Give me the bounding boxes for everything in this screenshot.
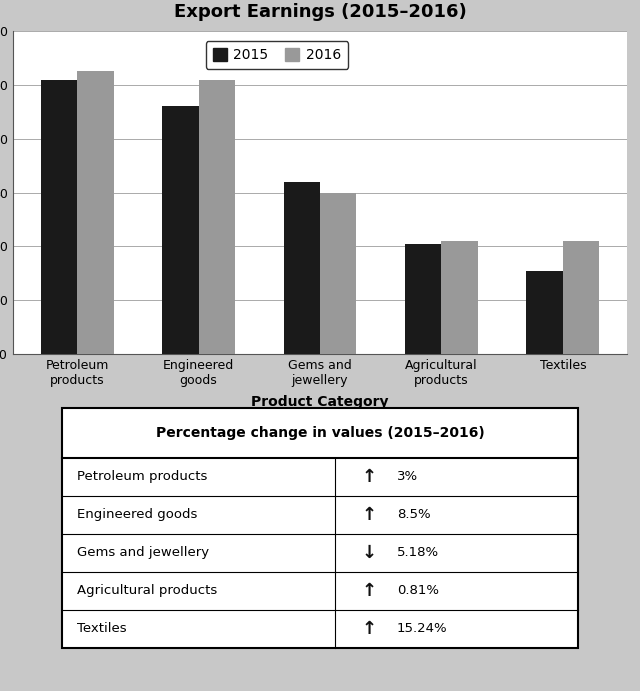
Text: Gems and jewellery: Gems and jewellery <box>77 547 209 560</box>
Text: 5.18%: 5.18% <box>397 547 439 560</box>
Bar <box>442 241 478 408</box>
Bar <box>320 193 356 408</box>
Title: Export Earnings (2015–2016): Export Earnings (2015–2016) <box>173 3 467 21</box>
Bar <box>162 106 198 408</box>
Text: Engineered goods: Engineered goods <box>77 509 198 522</box>
Text: Percentage change in values (2015–2016): Percentage change in values (2015–2016) <box>156 426 484 440</box>
Text: ↑: ↑ <box>362 582 377 600</box>
Text: ↑: ↑ <box>362 506 377 524</box>
Legend: 2015, 2016: 2015, 2016 <box>205 41 348 69</box>
Text: Agricultural products: Agricultural products <box>77 585 218 598</box>
Text: 15.24%: 15.24% <box>397 623 447 636</box>
Bar <box>41 79 77 408</box>
Bar <box>284 182 320 408</box>
Text: 3%: 3% <box>397 471 418 484</box>
Text: 0.81%: 0.81% <box>397 585 439 598</box>
Text: 8.5%: 8.5% <box>397 509 431 522</box>
Text: ↑: ↑ <box>362 620 377 638</box>
Text: ↑: ↑ <box>362 468 377 486</box>
Bar <box>62 408 578 648</box>
Bar <box>527 271 563 408</box>
Bar <box>198 79 235 408</box>
Text: Textiles: Textiles <box>77 623 127 636</box>
Bar <box>77 71 113 408</box>
Text: ↓: ↓ <box>362 544 377 562</box>
Bar <box>563 241 599 408</box>
Text: Petroleum products: Petroleum products <box>77 471 208 484</box>
Bar <box>405 244 442 408</box>
X-axis label: Product Category: Product Category <box>252 395 388 409</box>
